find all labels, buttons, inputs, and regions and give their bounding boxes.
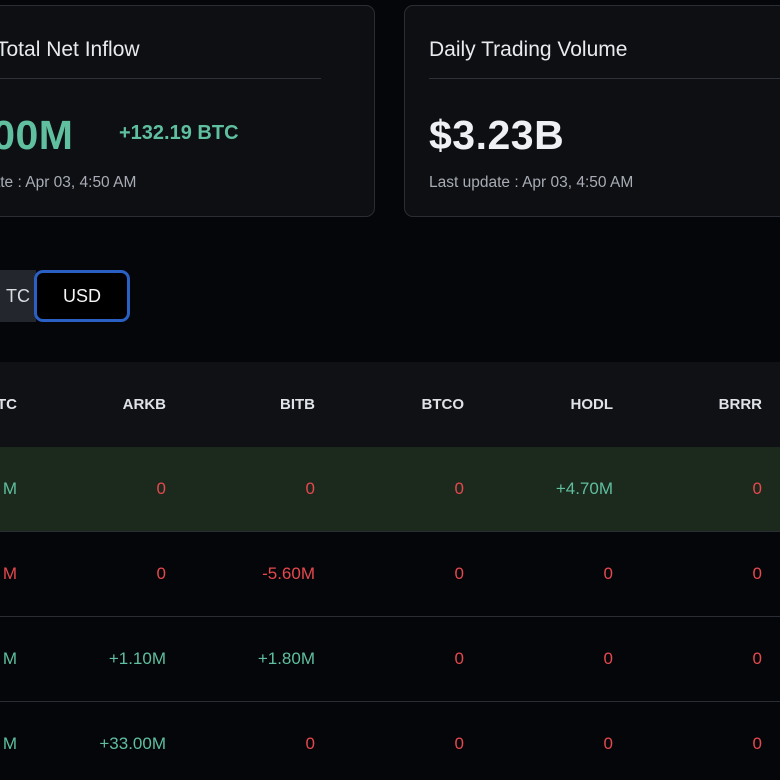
column-header: ARKB — [122, 396, 166, 413]
column-header: BITB — [280, 396, 315, 413]
table-cell: 0 — [752, 649, 762, 668]
table-cell: 0 — [305, 734, 315, 753]
table-cell: 0 — [156, 479, 166, 498]
net-inflow-btc-delta: +132.19 BTC — [119, 122, 239, 144]
table-cell: +1.10M — [108, 649, 166, 668]
table-row: M 0 0 0 +4.70M 0 — [0, 447, 780, 532]
net-inflow-last-update: date : Apr 03, 4:50 AM — [0, 174, 137, 191]
table-row: M +33.00M 0 0 0 0 — [0, 702, 780, 780]
column-header: BTCO — [421, 396, 465, 413]
currency-toggle: TC USD — [0, 268, 130, 324]
table-header-row: TC ARKB BITB BTCO HODL BRRR — [0, 362, 780, 447]
card-divider — [0, 78, 321, 79]
table-cell: M — [2, 649, 17, 668]
table-row: M 0 -5.60M 0 0 0 — [0, 532, 780, 617]
card-divider — [429, 78, 780, 79]
net-inflow-card: Total Net Inflow 9.00M +132.19 BTC date … — [0, 5, 375, 217]
column-header: BRRR — [718, 396, 762, 413]
table-row: M +1.10M +1.80M 0 0 0 — [0, 617, 780, 702]
table-cell: +4.70M — [555, 479, 613, 498]
table-cell: 0 — [454, 734, 464, 753]
table-cell: M — [2, 734, 17, 753]
table-cell: 0 — [603, 734, 613, 753]
btc-toggle-button[interactable]: TC — [0, 270, 36, 322]
trading-volume-value: $3.23B — [429, 112, 565, 158]
table-cell: 0 — [752, 564, 762, 583]
column-header: TC — [0, 396, 17, 413]
trading-volume-title: Daily Trading Volume — [429, 38, 628, 61]
table-cell: -5.60M — [262, 564, 315, 583]
table-cell: 0 — [603, 649, 613, 668]
etf-flows-table: TC ARKB BITB BTCO HODL BRRR M 0 0 0 +4.7… — [0, 362, 780, 780]
table-cell: 0 — [752, 479, 762, 498]
table-cell: 0 — [156, 564, 166, 583]
table-cell: 0 — [454, 564, 464, 583]
net-inflow-value: 9.00M — [0, 112, 74, 158]
table-cell: 0 — [454, 649, 464, 668]
table-cell: M — [2, 479, 17, 498]
table-cell: 0 — [305, 479, 315, 498]
table-cell: 0 — [752, 734, 762, 753]
column-header: HODL — [570, 396, 614, 413]
trading-volume-last-update: Last update : Apr 03, 4:50 AM — [429, 174, 634, 191]
table-cell: 0 — [454, 479, 464, 498]
usd-toggle-button[interactable]: USD — [34, 270, 130, 322]
table-cell: +1.80M — [257, 649, 315, 668]
table-cell: 0 — [603, 564, 613, 583]
table-cell: +33.00M — [99, 734, 166, 753]
trading-volume-card: Daily Trading Volume $3.23B Last update … — [404, 5, 780, 217]
net-inflow-title: Total Net Inflow — [0, 38, 140, 61]
table-cell: M — [2, 564, 17, 583]
